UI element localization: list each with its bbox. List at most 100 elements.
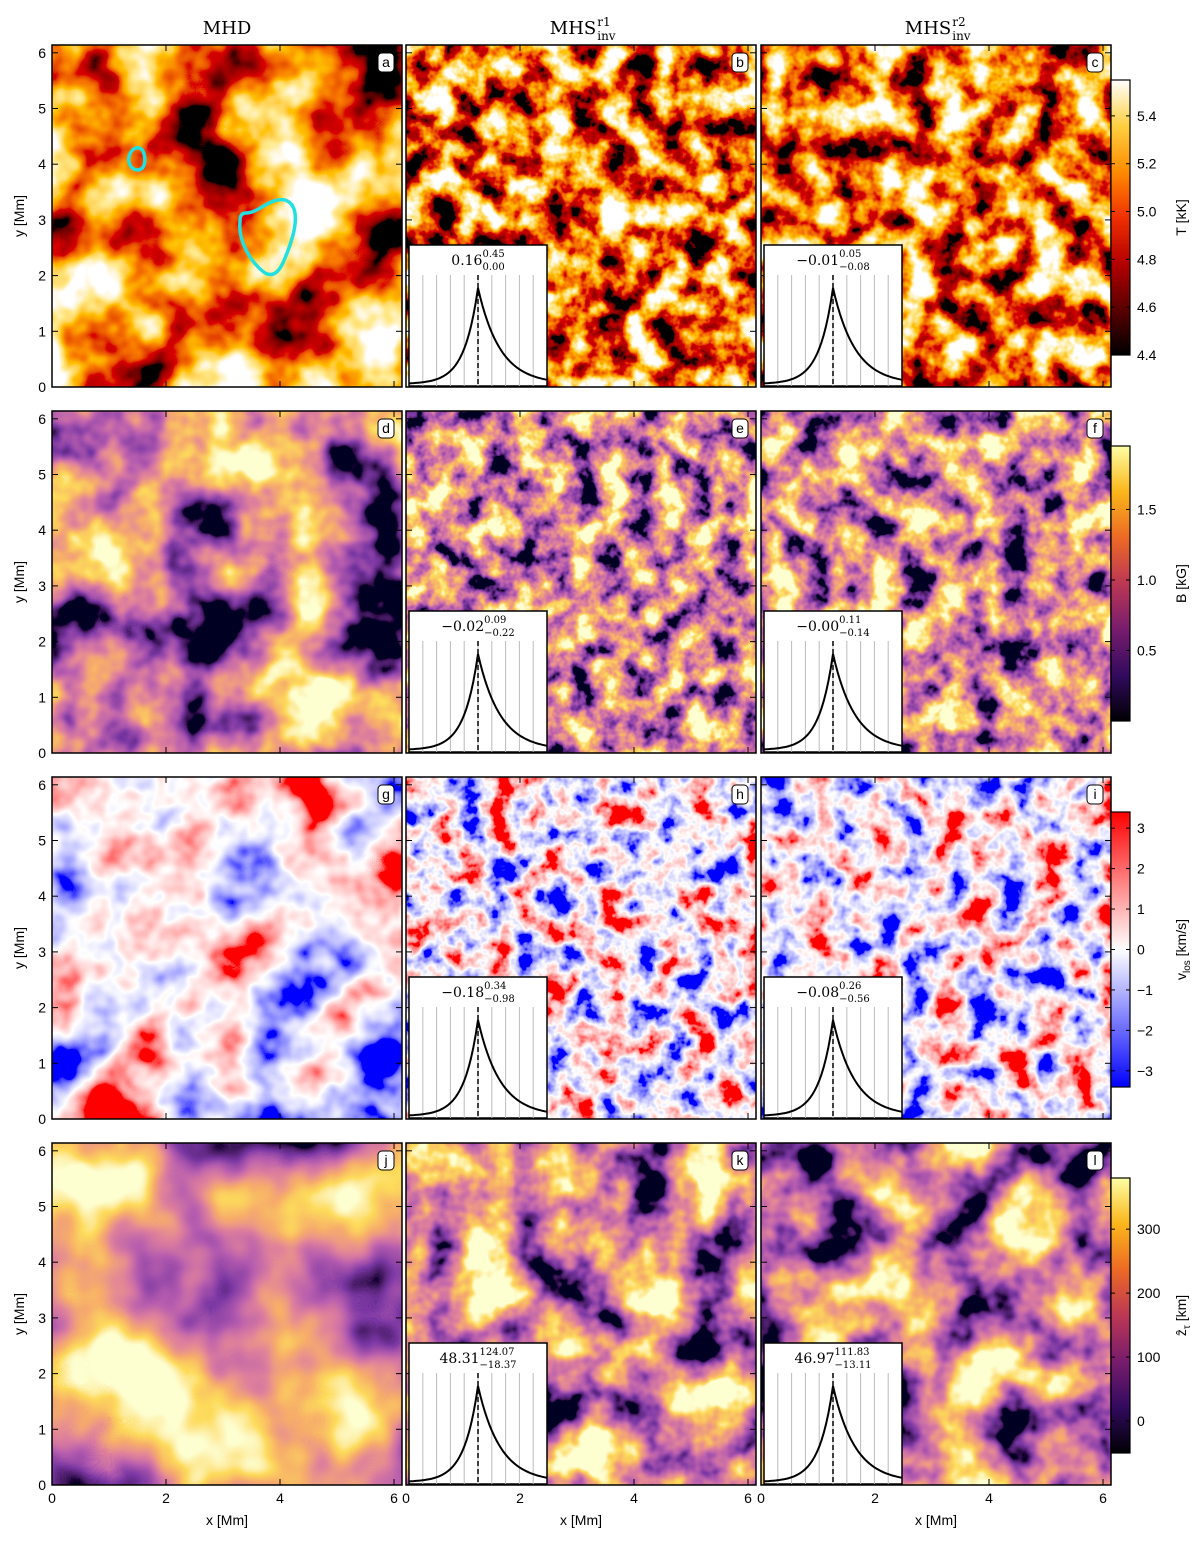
panel-letter-box <box>731 418 749 439</box>
panel-letter: f <box>1093 420 1097 436</box>
y-tick-label: 2 <box>38 1000 46 1016</box>
y-tick-label: 1 <box>38 1055 46 1071</box>
colorbar-tick-label: 0 <box>1137 942 1145 958</box>
column-title-sub: inv <box>597 29 616 43</box>
colorbar <box>1110 445 1131 722</box>
colorbar-tick-label: −3 <box>1137 1063 1153 1079</box>
colorbar-tick-label: 300 <box>1137 1221 1161 1237</box>
inset-value: 48.31 <box>439 1351 479 1367</box>
x-tick-label: 2 <box>871 1490 879 1506</box>
panel-letter: c <box>1092 54 1099 70</box>
heatmap <box>52 45 402 387</box>
colorbar-label: ẑτ [km] <box>1173 1295 1193 1336</box>
panel-letter: h <box>736 786 744 802</box>
panel-frame <box>51 776 403 1120</box>
y-tick-label: 0 <box>38 1477 46 1493</box>
panel-letter: l <box>1093 1152 1096 1168</box>
inset-upper: 0.09 <box>484 615 506 626</box>
y-tick-label: 2 <box>38 268 46 284</box>
inset-upper: 0.26 <box>839 981 861 992</box>
panel-letter-box <box>1086 418 1104 439</box>
inset-histogram <box>408 1019 548 1117</box>
inset-upper: 0.34 <box>484 981 506 992</box>
y-axis-label: y [Mm] <box>11 195 27 237</box>
inset-upper: 124.07 <box>480 1347 515 1358</box>
y-tick-label: 1 <box>38 1421 46 1437</box>
colorbar-tick-label: −2 <box>1137 1022 1153 1038</box>
x-tick-label: 0 <box>757 1490 765 1506</box>
column-title-sub: inv <box>952 29 971 43</box>
column-title-sup: r2 <box>952 15 965 29</box>
y-tick-label: 0 <box>38 1111 46 1127</box>
y-tick-label: 3 <box>38 578 46 594</box>
y-tick-label: 5 <box>38 1198 46 1214</box>
contour <box>238 197 298 277</box>
y-tick-label: 3 <box>38 1310 46 1326</box>
inset-lower: −0.14 <box>839 628 870 639</box>
panel-letter: i <box>1093 786 1096 802</box>
colorbar-label: B [kG] <box>1173 564 1189 603</box>
panel-letter: a <box>382 54 390 70</box>
colorbar-label-base: ẑ <box>1173 1329 1189 1336</box>
panel-letter-box <box>1086 1150 1104 1171</box>
y-tick-label: 3 <box>38 212 46 228</box>
panel-frame <box>405 776 757 1120</box>
inset-value: −0.00 <box>796 619 839 635</box>
panel-frame <box>405 1142 757 1486</box>
y-axis-label: y [Mm] <box>11 561 27 603</box>
panel-letter-box <box>377 1150 395 1171</box>
inset-value: −0.01 <box>796 253 839 269</box>
panel-letter: e <box>736 420 744 436</box>
y-tick-label: 5 <box>38 100 46 116</box>
y-tick-label: 4 <box>38 156 46 172</box>
y-tick-label: 6 <box>38 45 46 61</box>
y-tick-label: 1 <box>38 689 46 705</box>
x-tick-label: 2 <box>162 1490 170 1506</box>
panel-frame <box>405 44 757 388</box>
panel-letter-box <box>377 418 395 439</box>
inset-histogram <box>763 1019 903 1117</box>
colorbar-tick-label: 4.6 <box>1137 299 1157 315</box>
x-tick-label: 4 <box>630 1490 638 1506</box>
y-tick-label: 1 <box>38 323 46 339</box>
panel-letter-box <box>1086 52 1104 73</box>
panel-letter-box <box>377 784 395 805</box>
colorbar-tick-label: 4.8 <box>1137 251 1157 267</box>
colorbar-label: T [kK] <box>1173 199 1189 236</box>
panel-letter-box <box>731 1150 749 1171</box>
y-tick-label: 6 <box>38 777 46 793</box>
colorbar-tick-label: 1.0 <box>1137 572 1157 588</box>
colorbar-label-unit: [km/s] <box>1173 919 1189 960</box>
colorbar-label-unit: [kK] <box>1173 199 1189 227</box>
colorbar-tick-label: 2 <box>1137 861 1145 877</box>
inset-lower: −0.08 <box>839 262 870 273</box>
panel-letter-box <box>377 52 395 73</box>
colorbar-label-base: T <box>1173 227 1189 236</box>
x-tick-label: 6 <box>1099 1490 1107 1506</box>
inset-value: −0.02 <box>441 619 484 635</box>
y-axis-label: y [Mm] <box>11 1293 27 1335</box>
colorbar-tick-label: 4.4 <box>1137 347 1157 363</box>
colorbar-tick-label: −1 <box>1137 982 1153 998</box>
x-axis-label: x [Mm] <box>915 1512 957 1528</box>
y-tick-label: 0 <box>38 379 46 395</box>
y-tick-label: 2 <box>38 634 46 650</box>
inset-histogram <box>763 287 903 385</box>
inset-lower: −0.22 <box>484 628 515 639</box>
colorbar-tick-label: 5.4 <box>1137 108 1157 124</box>
inset-value: −0.08 <box>796 985 839 1001</box>
inset-histogram <box>408 1385 548 1483</box>
y-tick-label: 6 <box>38 411 46 427</box>
y-axis-label: y [Mm] <box>11 927 27 969</box>
colorbar-tick-label: 100 <box>1137 1349 1161 1365</box>
inset-lower: −0.98 <box>484 994 515 1005</box>
colorbar-tick-label: 1 <box>1137 901 1145 917</box>
colorbar-label-unit: [km] <box>1173 1295 1189 1325</box>
colorbar-tick-label: 5.0 <box>1137 204 1157 220</box>
heatmap <box>52 777 402 1119</box>
y-tick-label: 4 <box>38 522 46 538</box>
inset-upper: 0.45 <box>482 249 504 260</box>
panel-letter-box <box>731 52 749 73</box>
x-axis-label: x [Mm] <box>206 1512 248 1528</box>
colorbar-label: vlos [km/s] <box>1173 919 1193 980</box>
